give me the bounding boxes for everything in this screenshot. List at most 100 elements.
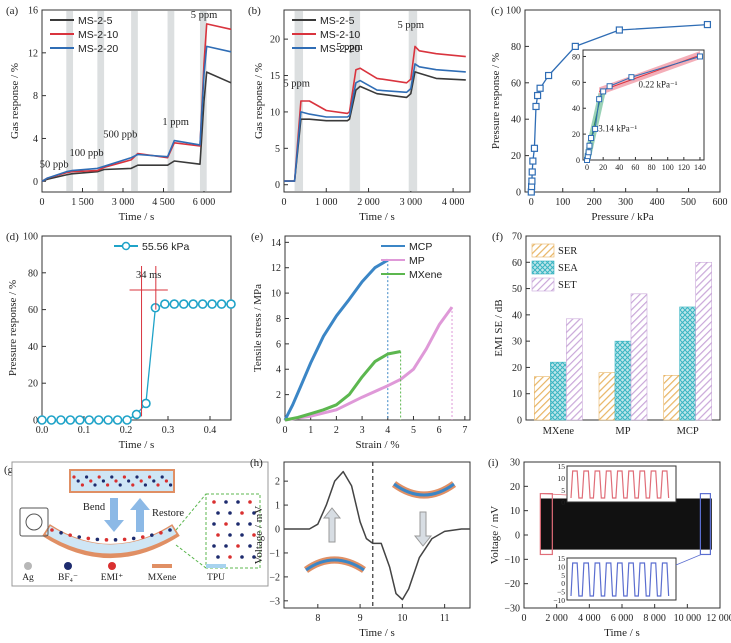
shaded-interval: [408, 11, 418, 191]
annotation: 5 ppm: [191, 10, 218, 21]
legend-label: TPU: [207, 573, 225, 583]
inset-y-tick-label: 0: [561, 498, 565, 507]
y-tick-label: 6: [276, 339, 281, 350]
y-tick-label: 30: [510, 458, 520, 469]
data-point: [197, 299, 208, 309]
series-line: [41, 45, 232, 182]
x-axis-label: Strain / %: [356, 439, 400, 451]
ion-dot: [150, 533, 154, 537]
y-tick-label: 0: [276, 416, 281, 427]
y-tick-label: 2: [275, 477, 280, 488]
annotation: 100 ppb: [69, 148, 103, 159]
y-tick-label: 40: [511, 115, 521, 126]
ion-dot: [80, 483, 84, 487]
ion-dot: [72, 475, 76, 479]
panel-label: (c): [491, 5, 504, 17]
ion-dot: [59, 531, 63, 535]
ion-dot: [122, 475, 126, 479]
ion-dot: [97, 475, 101, 479]
inset-y-tick-label: 15: [558, 554, 566, 563]
x-tick-label: 0.2: [120, 425, 133, 436]
legend-label: Ag: [22, 573, 34, 583]
ion-dot: [135, 475, 139, 479]
x-tick-label: 6 000: [193, 197, 216, 208]
ion-dot: [140, 535, 145, 539]
bent-strip-icon: [305, 558, 365, 572]
panel-label: (i): [488, 457, 499, 469]
bar: [534, 376, 551, 421]
series-line: [284, 45, 466, 182]
inset-x-tick-label: 20: [599, 163, 607, 172]
data-point: [84, 415, 95, 425]
x-tick-label: 1 500: [71, 197, 94, 208]
category-label: MXene: [543, 426, 575, 437]
annotation: 5 ppm: [336, 42, 363, 53]
data-point: [122, 415, 132, 425]
ion-dot: [114, 479, 118, 483]
inset-y-tick-label: 0: [561, 579, 565, 588]
y-tick-label: −1: [269, 548, 280, 559]
legend-swatch: [531, 243, 555, 258]
series-line: [284, 470, 470, 601]
ion-dot: [224, 544, 228, 548]
x-tick-label: 7: [462, 425, 467, 436]
up-arrow-icon: [322, 507, 342, 543]
data-point: [160, 299, 170, 309]
data-point: [37, 415, 47, 425]
y-tick-label: 60: [512, 258, 522, 269]
inset-x-tick-label: 40: [615, 163, 623, 172]
x-tick-label: 400: [650, 197, 665, 208]
bar: [566, 318, 583, 421]
x-tick-label: 12 000: [706, 613, 731, 624]
bar: [663, 375, 680, 421]
bar: [679, 306, 696, 421]
panel-a: 0 1 500 3 000 4 500 6 000 0 4 8 12 16 Time / s Gas …: [6, 5, 232, 223]
legend-label: SEA: [558, 263, 578, 274]
y-tick-label: 8: [276, 314, 281, 325]
y-tick-label: 15: [270, 71, 280, 82]
ion-dot: [228, 533, 232, 537]
bent-strip-icon: [393, 482, 455, 497]
x-axis-label: Time / s: [359, 211, 395, 223]
inset-y-tick-label: −5: [557, 588, 565, 597]
bend-arrow-icon: [104, 498, 124, 532]
y-tick-label: 14: [271, 238, 281, 249]
x-tick-label: 4 000: [578, 613, 601, 624]
legend-swatch: [531, 277, 555, 292]
legend-label: MS-2-10: [78, 29, 118, 41]
inset-data-point: [585, 149, 592, 156]
legend-marker: [121, 241, 131, 251]
data-point: [103, 415, 113, 425]
x-tick-label: 2 000: [545, 613, 568, 624]
panel-label: (d): [6, 231, 19, 243]
data-point: [529, 157, 537, 165]
x-tick-label: 8: [315, 613, 320, 624]
ion-dot: [143, 483, 147, 487]
voltmeter-icon: [25, 513, 43, 531]
y-tick-label: 0: [275, 180, 280, 191]
zoom-connector: [675, 554, 702, 566]
data-point: [207, 299, 217, 309]
panel-h: 8 9 10 11 −3 −2 −1 0 1 2 Time / s Voltage / mV (h): [250, 457, 471, 639]
data-point: [530, 144, 539, 152]
ion-dot: [152, 479, 156, 483]
ion-dot: [224, 522, 228, 526]
y-tick-label: 12: [28, 48, 38, 59]
panel-label: (a): [6, 5, 19, 17]
data-point: [75, 415, 85, 425]
data-point: [141, 398, 151, 409]
inset-y-tick-label: −10: [553, 596, 565, 605]
series-line: [284, 63, 466, 182]
zoom-box: [205, 493, 261, 569]
ion-dot: [101, 479, 105, 483]
x-tick-label: 500: [681, 197, 696, 208]
series-line: [42, 303, 231, 421]
restore-arrow-icon: [130, 498, 150, 532]
annotation: 5 ppm: [283, 78, 310, 89]
y-tick-label: 10: [271, 289, 281, 300]
inset-y-tick-label: 5: [561, 571, 565, 580]
x-tick-label: 6: [437, 425, 442, 436]
inset-series-line: [570, 562, 670, 597]
inset-y-tick-label: 0: [576, 156, 580, 165]
y-tick-label: −30: [504, 604, 520, 615]
